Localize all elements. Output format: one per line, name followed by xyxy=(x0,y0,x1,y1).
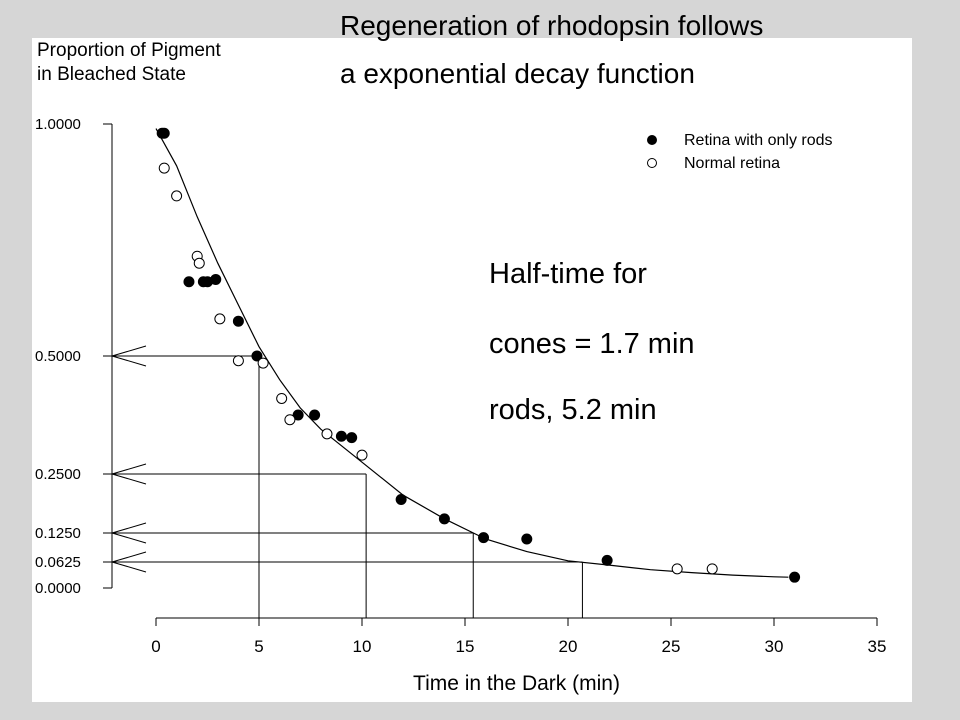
data-point-rods xyxy=(309,409,321,421)
x-tick-label: 10 xyxy=(353,637,372,656)
data-point-normal xyxy=(706,563,718,575)
rhodopsin-regeneration-chart: 1.0000 0.5000 0.2500 0.1250 0.0625 0.0000 0 5 10… xyxy=(35,40,887,695)
x-tick-label: 35 xyxy=(868,637,887,656)
data-point-rods xyxy=(251,350,263,362)
data-point-normal xyxy=(276,392,288,404)
data-point-normal xyxy=(158,162,170,174)
data-point-normal xyxy=(671,563,683,575)
y-tick-label: 0.1250 xyxy=(35,525,81,542)
data-point-rods xyxy=(395,493,407,505)
data-point-rods xyxy=(789,571,801,583)
half-time-heading: Half-time for xyxy=(489,258,647,290)
x-tick-label: 0 xyxy=(151,637,160,656)
plot-area: 1.0000 0.5000 0.2500 0.1250 0.0625 0.0000 0 5 10… xyxy=(32,38,912,702)
data-point-normal xyxy=(193,257,205,269)
data-point-normal xyxy=(257,357,269,369)
data-point-rods xyxy=(292,409,304,421)
data-point-rods xyxy=(438,513,450,525)
y-tick-label: 1.0000 xyxy=(35,116,81,133)
y-tick-label: 0.0625 xyxy=(35,554,81,571)
legend-label: Normal retina xyxy=(684,155,780,172)
data-point-normal xyxy=(232,355,244,367)
half-time-cones: cones = 1.7 min xyxy=(489,328,695,360)
data-point-rods xyxy=(601,554,613,566)
x-tick-label: 20 xyxy=(559,637,578,656)
slide-title-line-1: Regeneration of rhodopsin follows xyxy=(340,10,764,41)
y-tick-label: 0.2500 xyxy=(35,466,81,483)
fit-curve xyxy=(155,128,789,578)
legend-marker xyxy=(647,135,657,145)
x-tick-label: 15 xyxy=(456,637,475,656)
data-point-rods xyxy=(232,315,244,327)
data-point-rods xyxy=(210,273,222,285)
data-point-normal xyxy=(321,428,333,440)
data-point-normal xyxy=(214,313,226,325)
data-point-normal xyxy=(284,414,296,426)
x-tick-label: 25 xyxy=(662,637,681,656)
y-tick-label: 0.5000 xyxy=(35,348,81,365)
y-tick-label: 0.0000 xyxy=(35,580,81,597)
legend-label: Retina with only rods xyxy=(684,132,833,149)
data-point-rods xyxy=(335,430,347,442)
x-axis-title: Time in the Dark (min) xyxy=(413,672,620,695)
half-time-rods: rods, 5.2 min xyxy=(489,394,657,426)
data-point-rods xyxy=(183,276,195,288)
data-point-normal xyxy=(356,449,368,461)
x-tick-label: 30 xyxy=(765,637,784,656)
legend-marker xyxy=(647,158,657,168)
y-axis-title-line-1: Proportion of Pigment xyxy=(37,40,221,61)
data-point-rods xyxy=(478,532,490,544)
data-point-rods xyxy=(521,533,533,545)
data-point-rods xyxy=(346,432,358,444)
data-point-normal xyxy=(171,190,183,202)
x-tick-label: 5 xyxy=(254,637,263,656)
slide-title-line-2: a exponential decay function xyxy=(340,58,695,89)
data-point-rods xyxy=(158,127,170,139)
y-axis-title-line-2: in Bleached State xyxy=(37,64,186,85)
